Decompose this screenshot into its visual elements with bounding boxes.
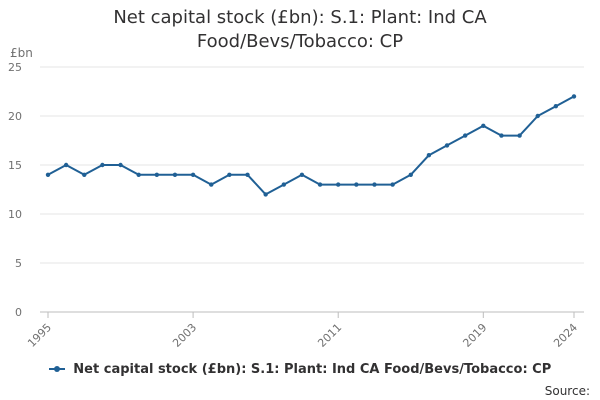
- data-point-2023[interactable]: [553, 104, 559, 109]
- data-point-1998[interactable]: [100, 162, 105, 168]
- data-point-2019[interactable]: [481, 123, 486, 128]
- source-label: Source:: [544, 384, 590, 398]
- data-point-1996[interactable]: [63, 162, 69, 168]
- y-tick-label-10: 10: [8, 208, 22, 221]
- data-point-2010[interactable]: [317, 182, 323, 187]
- x-axis: 1995 2003 2011 2019 2024: [25, 312, 580, 350]
- data-point-1997[interactable]: [82, 172, 87, 177]
- y-tick-label-25: 25: [8, 61, 22, 74]
- chart-title-line-2: Food/Bevs/Tobacco: CP: [196, 31, 404, 52]
- data-point-2003[interactable]: [190, 172, 196, 177]
- legend-swatch-icon: [48, 365, 65, 372]
- data-point-2024[interactable]: [571, 94, 577, 99]
- series-layer: [45, 94, 577, 197]
- x-tick-label-2024: 2024: [551, 321, 580, 350]
- data-point-2000[interactable]: [136, 172, 141, 177]
- gridlines: [40, 66, 584, 313]
- data-point-2016[interactable]: [426, 153, 432, 158]
- y-axis: 0 5 10 15 20 25: [8, 61, 22, 319]
- data-point-2018[interactable]: [462, 133, 468, 138]
- data-point-2002[interactable]: [172, 172, 178, 177]
- data-point-2006[interactable]: [245, 172, 250, 177]
- x-tick-label-2003: 2003: [170, 321, 199, 350]
- legend[interactable]: Net capital stock (£bn): S.1: Plant: Ind…: [0, 362, 600, 377]
- data-point-1995[interactable]: [45, 172, 51, 177]
- data-point-2008[interactable]: [281, 182, 286, 187]
- series-line-0: [47, 95, 575, 196]
- data-point-2021[interactable]: [517, 133, 522, 138]
- x-tick-label-1995: 1995: [25, 321, 54, 350]
- data-point-2020[interactable]: [499, 133, 504, 138]
- y-tick-label-15: 15: [8, 159, 22, 172]
- data-point-2007[interactable]: [263, 192, 268, 197]
- y-unit-label: £bn: [10, 46, 33, 60]
- data-point-2017[interactable]: [444, 143, 450, 148]
- data-point-2004[interactable]: [209, 182, 214, 187]
- data-point-2022[interactable]: [535, 113, 540, 119]
- data-point-2013[interactable]: [372, 182, 377, 187]
- chart-title-line-1: Net capital stock (£bn): S.1: Plant: Ind…: [113, 7, 487, 28]
- data-point-2014[interactable]: [390, 182, 395, 187]
- data-point-2001[interactable]: [154, 172, 160, 177]
- data-point-1999[interactable]: [118, 162, 123, 168]
- y-tick-label-20: 20: [8, 110, 22, 123]
- x-tick-label-2019: 2019: [460, 321, 489, 350]
- data-point-2011[interactable]: [336, 182, 341, 187]
- data-point-2009[interactable]: [299, 172, 305, 177]
- y-tick-label-0: 0: [15, 306, 22, 319]
- legend-entry: Net capital stock (£bn): S.1: Plant: Ind…: [73, 362, 552, 377]
- data-point-2012[interactable]: [354, 182, 359, 187]
- x-tick-label-2011: 2011: [315, 321, 344, 350]
- data-point-2015[interactable]: [408, 172, 413, 177]
- chart-title: Net capital stock (£bn): S.1: Plant: Ind…: [0, 6, 600, 54]
- data-point-2005[interactable]: [227, 172, 232, 177]
- y-tick-label-5: 5: [15, 257, 22, 270]
